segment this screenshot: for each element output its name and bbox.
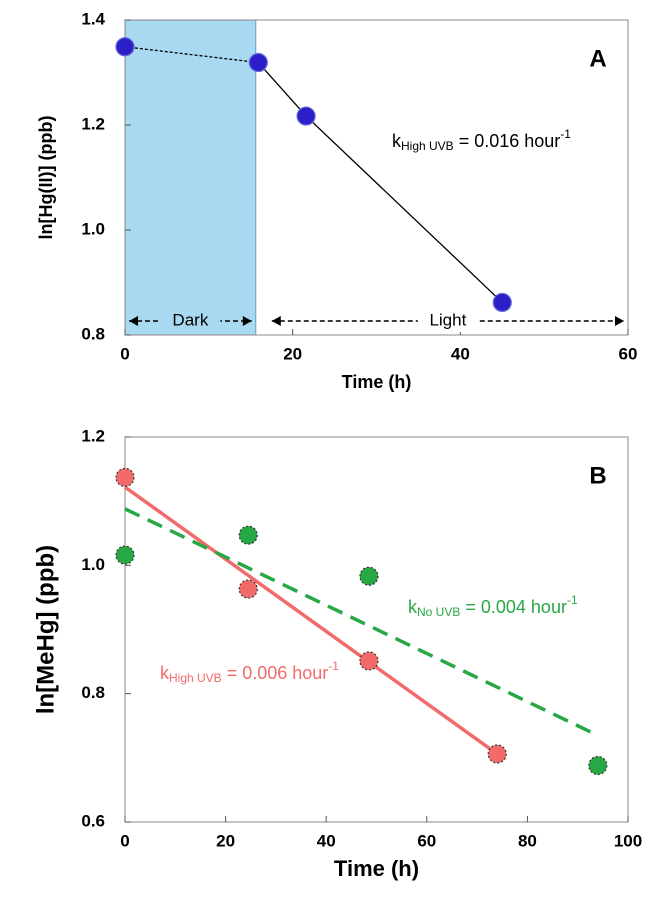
data-point — [296, 106, 316, 126]
data-point — [492, 292, 512, 313]
region-label: Light — [429, 310, 466, 329]
x-axis-label: Time (h) — [342, 372, 412, 392]
y-tick-label: 1.2 — [81, 426, 105, 445]
x-tick-label: 40 — [451, 344, 470, 363]
rate-annotation: kHigh UVB = 0.016 hour-1 — [392, 127, 571, 153]
panel-label: A — [589, 45, 606, 72]
rate-annotation: kNo UVB = 0.004 hour-1 — [408, 593, 578, 619]
data-point — [115, 37, 135, 57]
x-tick-label: 40 — [317, 831, 336, 850]
x-tick-label: 20 — [216, 831, 235, 850]
label-bg — [160, 310, 221, 332]
fit-line — [123, 485, 499, 756]
data-point — [487, 744, 507, 764]
plot-frame — [124, 436, 629, 823]
y-tick-label: 1.2 — [81, 114, 105, 133]
y-tick-label: 0.8 — [81, 324, 105, 343]
y-tick-label: 1.0 — [81, 555, 105, 574]
x-tick-label: 100 — [614, 831, 642, 850]
y-tick-label: 0.6 — [81, 811, 105, 830]
plot-frame — [124, 19, 629, 336]
x-axis-label: Time (h) — [334, 856, 419, 881]
connect-line — [124, 46, 259, 64]
fit-line — [124, 507, 599, 737]
data-point — [588, 755, 608, 776]
x-tick-label: 0 — [120, 831, 129, 850]
y-tick-label: 1.0 — [81, 219, 105, 238]
k-subscript: High UVB — [401, 139, 454, 153]
x-tick-label: 20 — [283, 344, 302, 363]
x-tick-label: 80 — [518, 831, 537, 850]
x-tick-label: 0 — [120, 344, 129, 363]
dark-region — [124, 19, 257, 336]
k-subscript: No UVB — [417, 605, 460, 619]
x-tick-label: 60 — [619, 344, 638, 363]
y-tick-label: 0.8 — [81, 683, 105, 702]
panel-label: B — [589, 462, 606, 489]
rate-value: = 0.004 hour — [460, 597, 567, 617]
data-point — [238, 579, 258, 599]
y-axis-label: ln[MeHg] (ppb) — [32, 545, 59, 714]
rate-annotation: kHigh UVB = 0.006 hour-1 — [160, 659, 339, 685]
x-tick-label: 60 — [417, 831, 436, 850]
connect-line — [257, 62, 503, 303]
y-axis-label: ln[Hg(II)] (ppb) — [36, 116, 56, 240]
y-tick-label: 1.4 — [81, 9, 105, 28]
data-point — [238, 525, 258, 545]
rate-value: = 0.006 hour — [222, 663, 329, 683]
k-symbol: k — [160, 663, 170, 683]
region-label: Dark — [172, 310, 208, 329]
data-point — [115, 467, 135, 488]
data-point — [359, 566, 379, 586]
data-point — [248, 52, 268, 73]
k-subscript: High UVB — [169, 671, 222, 685]
unit-exponent: -1 — [560, 127, 571, 141]
rate-value: = 0.016 hour — [454, 131, 561, 151]
unit-exponent: -1 — [328, 659, 339, 673]
k-symbol: k — [392, 131, 402, 151]
unit-exponent: -1 — [567, 593, 578, 607]
data-point — [115, 545, 135, 565]
label-bg — [417, 310, 478, 332]
data-point — [359, 651, 379, 671]
k-symbol: k — [408, 597, 418, 617]
